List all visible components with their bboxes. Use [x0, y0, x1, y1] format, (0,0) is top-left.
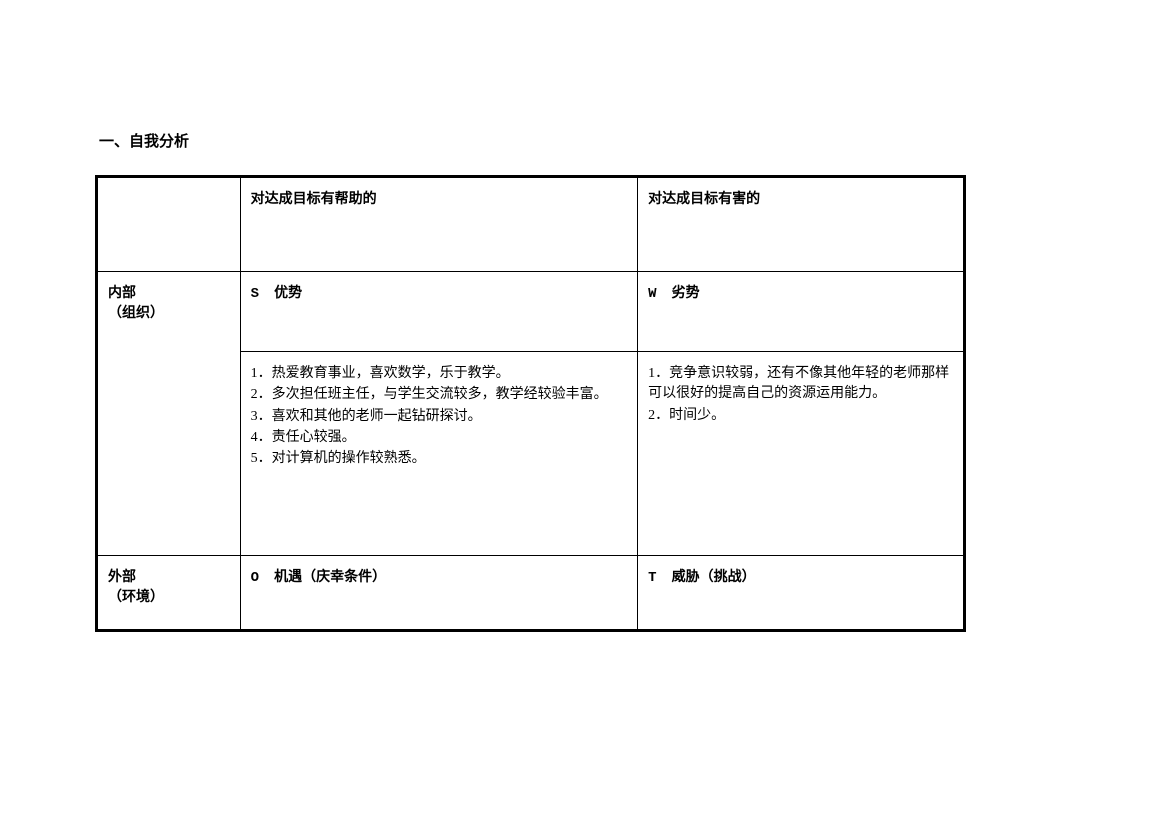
w-letter: W	[648, 284, 668, 304]
s-letter: S	[251, 284, 271, 304]
strength-item: 2．多次担任班主任，与学生交流较多，教学经较验丰富。	[251, 385, 628, 405]
strength-item: 3．喜欢和其他的老师一起钻研探讨。	[251, 407, 628, 427]
weakness-item: 2．时间少。	[648, 406, 953, 426]
strength-item: 1．热爱教育事业，喜欢数学，乐于教学。	[251, 364, 628, 384]
t-letter: T	[648, 568, 668, 588]
external-label-line2: （环境）	[108, 590, 164, 605]
t-label: 威胁（挑战）	[672, 570, 756, 585]
swot-table: 对达成目标有帮助的 对达成目标有害的 内部 （组织） S 优势 W 劣势 1．热…	[95, 175, 966, 632]
internal-label-line1: 内部	[108, 286, 136, 301]
internal-label-row: 内部 （组织） S 优势 W 劣势	[97, 272, 965, 352]
w-label: 劣势	[672, 286, 700, 301]
header-row: 对达成目标有帮助的 对达成目标有害的	[97, 177, 965, 272]
opportunities-header-cell: O 机遇（庆幸条件）	[240, 556, 638, 631]
s-label: 优势	[274, 286, 302, 301]
strengths-header-cell: S 优势	[240, 272, 638, 352]
header-empty-cell	[97, 177, 241, 272]
weaknesses-header-cell: W 劣势	[638, 272, 965, 352]
weaknesses-content-cell: 1．竞争意识较弱，还有不像其他年轻的老师那样可以很好的提高自己的资源运用能力。 …	[638, 352, 965, 556]
o-letter: O	[251, 568, 271, 588]
internal-label-line2: （组织）	[108, 306, 164, 321]
internal-label-cell: 内部 （组织）	[97, 272, 241, 556]
section-title: 一、自我分析	[99, 130, 1074, 151]
header-harmful-cell: 对达成目标有害的	[638, 177, 965, 272]
weakness-item: 1．竞争意识较弱，还有不像其他年轻的老师那样可以很好的提高自己的资源运用能力。	[648, 364, 953, 405]
external-label-row: 外部 （环境） O 机遇（庆幸条件） T 威胁（挑战）	[97, 556, 965, 631]
threats-header-cell: T 威胁（挑战）	[638, 556, 965, 631]
external-label-line1: 外部	[108, 570, 136, 585]
strength-item: 5．对计算机的操作较熟悉。	[251, 449, 628, 469]
o-label: 机遇（庆幸条件）	[274, 570, 386, 585]
external-label-cell: 外部 （环境）	[97, 556, 241, 631]
header-helpful-cell: 对达成目标有帮助的	[240, 177, 638, 272]
strength-item: 4．责任心较强。	[251, 428, 628, 448]
strengths-content-cell: 1．热爱教育事业，喜欢数学，乐于教学。 2．多次担任班主任，与学生交流较多，教学…	[240, 352, 638, 556]
